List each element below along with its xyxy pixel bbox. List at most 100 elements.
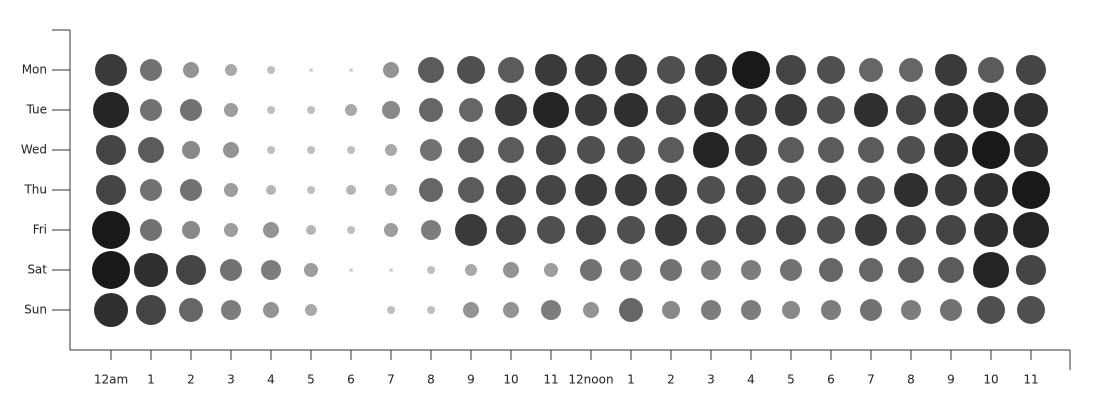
punch-dot: [92, 211, 130, 249]
punch-dot: [182, 221, 200, 239]
punch-dot: [894, 173, 928, 207]
punch-dot: [427, 266, 435, 274]
punch-dot: [455, 214, 487, 246]
punch-dot: [656, 95, 686, 125]
punch-dot: [736, 175, 766, 205]
punch-dot: [536, 175, 566, 205]
punch-dot: [816, 175, 846, 205]
punch-dot: [384, 223, 398, 237]
punch-dot: [263, 302, 279, 318]
punch-dot: [775, 94, 807, 126]
punch-dot: [346, 185, 356, 195]
punch-dot: [977, 296, 1005, 324]
y-tick-label: Tue: [26, 103, 48, 117]
punch-dot: [617, 136, 645, 164]
x-tick-label: 6: [347, 373, 355, 387]
punch-dot: [697, 176, 725, 204]
punch-dot: [220, 259, 242, 281]
punch-dot: [819, 258, 843, 282]
punch-dot: [701, 300, 721, 320]
x-tick-label: 6: [827, 373, 835, 387]
punch-dot: [695, 54, 727, 86]
punch-dot: [419, 98, 443, 122]
x-tick-label: 12am: [94, 373, 128, 387]
punch-dot: [92, 251, 130, 289]
punch-dot: [935, 174, 967, 206]
y-tick-label: Mon: [22, 63, 47, 77]
punch-dot: [463, 302, 479, 318]
punch-dot: [382, 101, 400, 119]
punch-dot: [938, 257, 964, 283]
x-tick-label: 2: [187, 373, 195, 387]
punch-dot: [533, 92, 569, 128]
punch-dot: [536, 135, 566, 165]
punch-dot: [696, 215, 726, 245]
punch-dot: [537, 216, 565, 244]
punch-dot: [221, 300, 241, 320]
punch-dot: [134, 253, 168, 287]
punch-dot: [978, 57, 1004, 83]
x-tick-label: 1: [627, 373, 635, 387]
punch-dot: [458, 137, 484, 163]
punch-dot: [94, 293, 128, 327]
punch-dot: [575, 94, 607, 126]
punch-dot: [901, 300, 921, 320]
x-tick-label: 10: [503, 373, 518, 387]
x-tick-label: 11: [543, 373, 558, 387]
x-tick-label: 2: [667, 373, 675, 387]
x-tick-label: 9: [467, 373, 475, 387]
punch-dot: [735, 134, 767, 166]
punch-dot: [897, 136, 925, 164]
punch-dot: [655, 174, 687, 206]
punch-dot: [383, 62, 399, 78]
punch-dot: [307, 146, 315, 154]
punch-dot: [421, 220, 441, 240]
punch-dot: [1014, 133, 1048, 167]
punch-dot: [741, 300, 761, 320]
punch-dot: [465, 264, 477, 276]
punch-dot: [389, 268, 393, 272]
punch-dot: [267, 66, 275, 74]
punch-dot: [427, 306, 435, 314]
punch-dot: [860, 299, 882, 321]
punch-dot: [778, 137, 804, 163]
punch-dot: [898, 257, 924, 283]
punch-dot: [225, 64, 237, 76]
punch-dot: [261, 260, 281, 280]
punch-dot: [503, 302, 519, 318]
punch-dot: [420, 139, 442, 161]
punch-dot: [347, 226, 355, 234]
punch-dot: [580, 259, 602, 281]
punch-dot: [858, 137, 884, 163]
punch-dot: [973, 252, 1009, 288]
punch-dot: [973, 92, 1009, 128]
x-tick-label: 8: [427, 373, 435, 387]
punch-dot: [575, 174, 607, 206]
punch-dot: [615, 54, 647, 86]
punch-dot: [136, 295, 166, 325]
y-tick-label: Thu: [23, 183, 47, 197]
punch-dot: [694, 93, 728, 127]
punch-dot: [817, 96, 845, 124]
punch-dot: [576, 215, 606, 245]
punch-dot: [458, 177, 484, 203]
punch-dot: [614, 93, 648, 127]
punch-dot: [459, 98, 483, 122]
punch-dot: [934, 93, 968, 127]
punch-dot: [96, 135, 126, 165]
punch-dot: [385, 184, 397, 196]
punch-dot: [307, 186, 315, 194]
punch-dot: [732, 51, 770, 89]
punch-dot: [223, 142, 239, 158]
punch-dot: [615, 174, 647, 206]
punch-dot: [972, 131, 1010, 169]
punch-dot: [224, 223, 238, 237]
punch-dot: [1012, 171, 1050, 209]
x-tick-label: 11: [1023, 373, 1038, 387]
punch-dot: [498, 137, 524, 163]
y-tick-label: Wed: [21, 143, 47, 157]
punch-dot: [782, 301, 800, 319]
punch-dot: [93, 92, 129, 128]
